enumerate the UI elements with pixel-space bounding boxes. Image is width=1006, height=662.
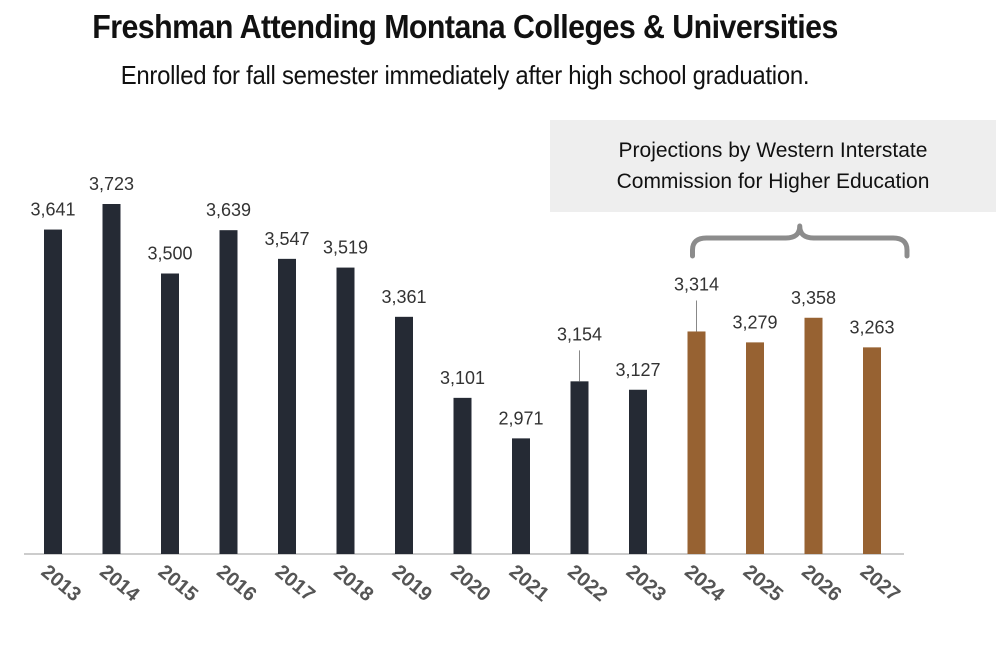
x-tick-label-2023: 2023 bbox=[622, 561, 670, 606]
bar-2026 bbox=[804, 317, 823, 554]
value-label-2023: 3,127 bbox=[615, 360, 660, 380]
value-label-2015: 3,500 bbox=[147, 244, 192, 264]
bar-2024 bbox=[687, 331, 706, 554]
bar-2020 bbox=[453, 397, 472, 554]
bar-2021 bbox=[512, 438, 530, 554]
bar-2018 bbox=[336, 267, 355, 554]
x-tick-label-2022: 2022 bbox=[563, 561, 611, 606]
bar-2027 bbox=[863, 347, 881, 554]
bar-2023 bbox=[629, 389, 647, 554]
x-tick-label-2024: 2024 bbox=[680, 561, 729, 607]
value-label-2024: 3,314 bbox=[674, 274, 719, 294]
x-tick-label-2025: 2025 bbox=[739, 561, 787, 606]
value-label-2027: 3,263 bbox=[849, 317, 894, 337]
value-label-2025: 3,279 bbox=[732, 312, 777, 332]
bar-2016 bbox=[219, 230, 238, 554]
x-tick-label-2013: 2013 bbox=[37, 561, 85, 606]
value-label-2014: 3,723 bbox=[89, 174, 134, 194]
projection-annotation-line-1: Projections by Western Interstate bbox=[618, 139, 928, 162]
bar-2025 bbox=[746, 342, 764, 554]
bar-2017 bbox=[278, 258, 296, 554]
x-tick-label-2027: 2027 bbox=[856, 561, 904, 606]
value-label-2019: 3,361 bbox=[381, 287, 426, 307]
value-label-2020: 3,101 bbox=[440, 368, 485, 388]
projection-annotation-line-2: Commission for Higher Education bbox=[616, 170, 930, 193]
x-tick-label-2026: 2026 bbox=[797, 561, 845, 606]
chart-title: Freshman Attending Montana Colleges & Un… bbox=[92, 8, 838, 45]
value-label-2022: 3,154 bbox=[557, 324, 602, 344]
x-tick-label-2018: 2018 bbox=[329, 561, 377, 606]
projection-annotation: Projections by Western Interstate Commis… bbox=[550, 120, 996, 212]
value-label-2016: 3,639 bbox=[206, 200, 251, 220]
bar-2019 bbox=[395, 316, 413, 554]
x-tick-label-2021: 2021 bbox=[505, 561, 553, 606]
chart-subtitle: Enrolled for fall semester immediately a… bbox=[120, 60, 810, 90]
x-tick-label-2020: 2020 bbox=[446, 561, 494, 606]
x-tick-label-2015: 2015 bbox=[154, 561, 202, 606]
value-label-2026: 3,358 bbox=[791, 288, 836, 308]
x-tick-label-2014: 2014 bbox=[95, 561, 144, 607]
bar-2015 bbox=[161, 273, 179, 554]
x-tick-label-2017: 2017 bbox=[271, 561, 319, 606]
value-label-2018: 3,519 bbox=[323, 238, 368, 258]
bar-2014 bbox=[102, 204, 121, 554]
projection-brace bbox=[690, 223, 910, 259]
bar-2022 bbox=[570, 381, 589, 554]
value-label-2013: 3,641 bbox=[30, 200, 75, 220]
value-label-2017: 3,547 bbox=[264, 229, 309, 249]
x-tick-label-2019: 2019 bbox=[388, 561, 436, 606]
bar-2013 bbox=[44, 229, 62, 554]
value-label-2021: 2,971 bbox=[498, 408, 543, 428]
x-tick-label-2016: 2016 bbox=[212, 561, 260, 606]
